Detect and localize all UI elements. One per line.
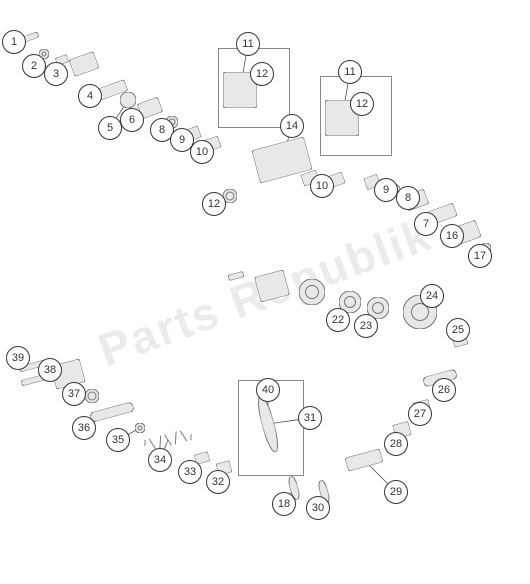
callout-11: 11 (236, 32, 260, 56)
callout-8: 8 (396, 186, 420, 210)
callout-2: 2 (22, 54, 46, 78)
callout-circle: 8 (396, 186, 420, 210)
callout-circle: 38 (38, 358, 62, 382)
part-ring (85, 389, 99, 403)
callout-5: 5 (98, 116, 122, 140)
callout-circle: 9 (374, 178, 398, 202)
callout-circle: 3 (44, 62, 68, 86)
callout-34: 34 (148, 448, 172, 472)
callout-circle: 29 (384, 480, 408, 504)
callout-circle: 1 (2, 30, 26, 54)
callout-circle: 12 (250, 62, 274, 86)
callout-12: 12 (350, 92, 374, 116)
callout-circle: 16 (440, 224, 464, 248)
callout-31: 31 (298, 406, 322, 430)
callout-3: 3 (44, 62, 68, 86)
callout-circle: 7 (414, 212, 438, 236)
callout-25: 25 (446, 318, 470, 342)
callout-circle: 12 (202, 192, 226, 216)
callout-circle: 12 (350, 92, 374, 116)
callout-38: 38 (38, 358, 62, 382)
callout-30: 30 (306, 496, 330, 520)
callout-circle: 32 (206, 470, 230, 494)
callout-6: 6 (120, 108, 144, 132)
callout-18: 18 (272, 492, 296, 516)
callout-24: 24 (420, 284, 444, 308)
callout-circle: 39 (6, 346, 30, 370)
callout-39: 39 (6, 346, 30, 370)
callout-circle: 28 (384, 432, 408, 456)
callout-1: 1 (2, 30, 26, 54)
callout-11: 11 (338, 60, 362, 84)
callout-circle: 17 (468, 244, 492, 268)
part-pin (227, 271, 244, 281)
callout-37: 37 (62, 382, 86, 406)
callout-9: 9 (374, 178, 398, 202)
callout-27: 27 (408, 402, 432, 426)
callout-circle: 11 (236, 32, 260, 56)
callout-36: 36 (72, 416, 96, 440)
callout-35: 35 (106, 428, 130, 452)
callout-33: 33 (178, 460, 202, 484)
callout-circle: 4 (78, 84, 102, 108)
callout-circle: 33 (178, 460, 202, 484)
callout-12: 12 (202, 192, 226, 216)
callout-10: 10 (310, 174, 334, 198)
callout-17: 17 (468, 244, 492, 268)
part-rod (255, 394, 282, 453)
callout-circle: 10 (190, 140, 214, 164)
callout-16: 16 (440, 224, 464, 248)
callout-circle: 34 (148, 448, 172, 472)
callout-circle: 35 (106, 428, 130, 452)
callout-circle: 31 (298, 406, 322, 430)
watermark: Parts Republik (91, 207, 438, 377)
callout-14: 14 (280, 114, 304, 138)
detail-box (320, 76, 392, 156)
callout-circle: 25 (446, 318, 470, 342)
callout-circle: 24 (420, 284, 444, 308)
callout-circle: 26 (432, 378, 456, 402)
callout-circle: 37 (62, 382, 86, 406)
part-ring (135, 423, 145, 433)
callout-26: 26 (432, 378, 456, 402)
callout-circle: 10 (310, 174, 334, 198)
callout-12: 12 (250, 62, 274, 86)
callout-4: 4 (78, 84, 102, 108)
part-gear (299, 279, 325, 305)
part-link (69, 51, 100, 77)
callout-40: 40 (256, 378, 280, 402)
callout-circle: 2 (22, 54, 46, 78)
callout-circle: 40 (256, 378, 280, 402)
callout-22: 22 (326, 308, 350, 332)
callout-circle: 11 (338, 60, 362, 84)
callout-32: 32 (206, 470, 230, 494)
callout-circle: 14 (280, 114, 304, 138)
callout-circle: 23 (354, 314, 378, 338)
part-disc (120, 92, 136, 108)
part-shaft (89, 401, 134, 422)
part-hub (254, 270, 290, 303)
callout-10: 10 (190, 140, 214, 164)
callout-circle: 36 (72, 416, 96, 440)
callout-29: 29 (384, 480, 408, 504)
callout-circle: 6 (120, 108, 144, 132)
callout-28: 28 (384, 432, 408, 456)
part-pawl (345, 449, 383, 472)
callout-23: 23 (354, 314, 378, 338)
callout-circle: 18 (272, 492, 296, 516)
callout-circle: 5 (98, 116, 122, 140)
callout-circle: 30 (306, 496, 330, 520)
callout-circle: 27 (408, 402, 432, 426)
callout-7: 7 (414, 212, 438, 236)
callout-circle: 22 (326, 308, 350, 332)
part-housing (252, 137, 313, 184)
